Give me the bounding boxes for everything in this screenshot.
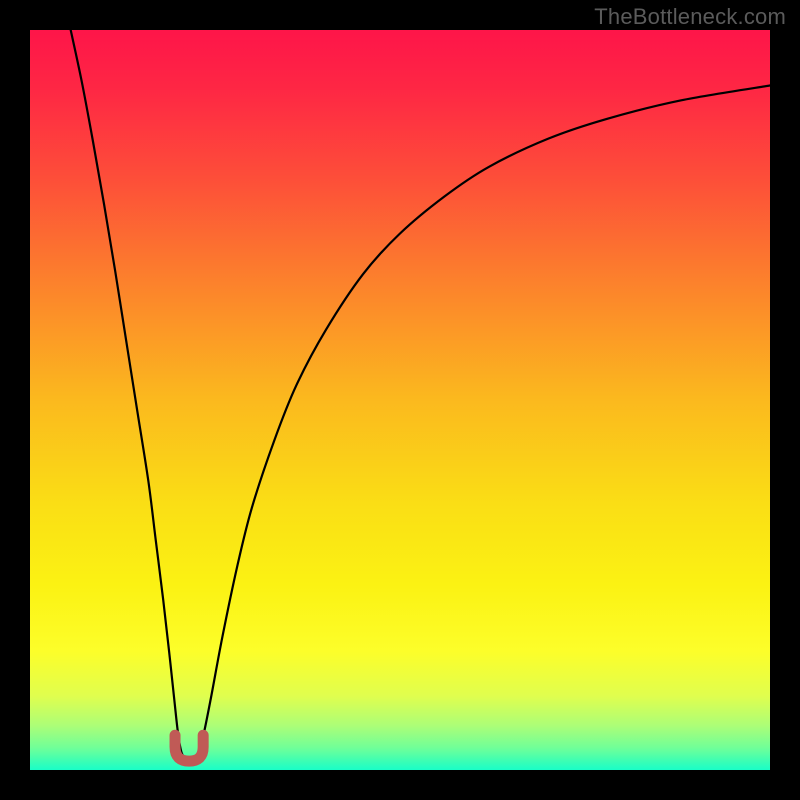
chart-root: TheBottleneck.com [0,0,800,800]
watermark-text: TheBottleneck.com [594,4,786,30]
plot-area [30,30,770,770]
bottleneck-curve [30,30,770,770]
